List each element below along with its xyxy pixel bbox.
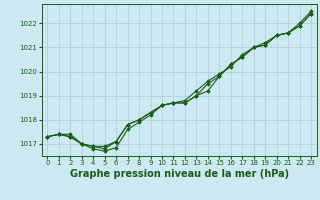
X-axis label: Graphe pression niveau de la mer (hPa): Graphe pression niveau de la mer (hPa)	[70, 169, 289, 179]
